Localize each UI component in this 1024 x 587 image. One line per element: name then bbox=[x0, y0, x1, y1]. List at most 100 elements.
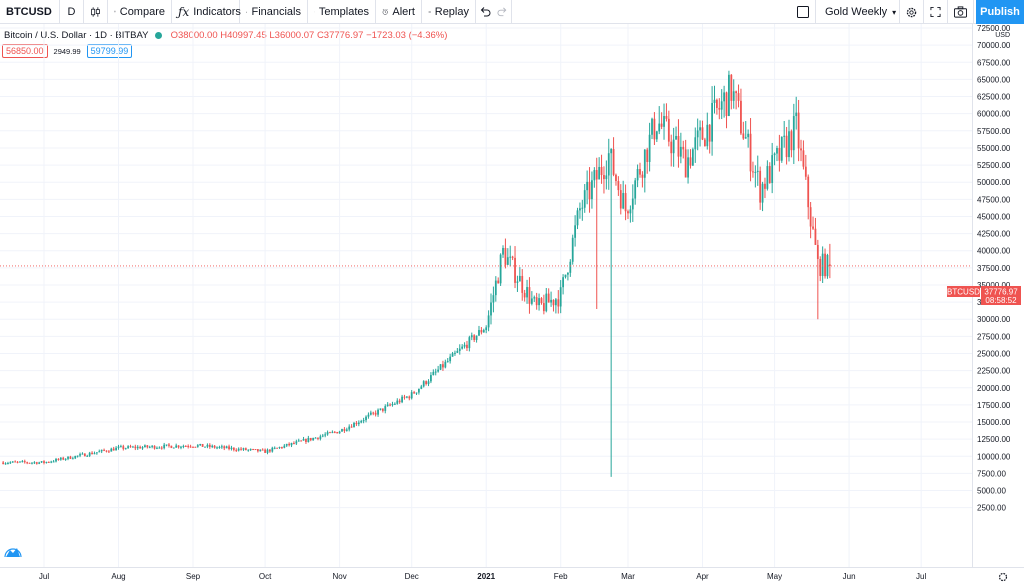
candle-body bbox=[776, 147, 778, 154]
candle-body bbox=[538, 298, 540, 306]
chart-settings-button[interactable] bbox=[998, 572, 1008, 582]
candle-body bbox=[485, 327, 488, 331]
candle-body bbox=[759, 170, 762, 203]
market-status-dot bbox=[154, 31, 162, 39]
candle-body bbox=[192, 446, 194, 448]
fullscreen-layout-button[interactable] bbox=[790, 0, 816, 24]
templates-button[interactable]: Templates bbox=[308, 0, 376, 24]
candle-body bbox=[134, 446, 137, 449]
time-axis[interactable]: Jul Aug Sep Oct Nov Dec 2021 Feb Mar Apr May Jun Jul bbox=[39, 572, 927, 581]
candle-body bbox=[345, 429, 348, 431]
price-chart[interactable]: 72500.00 70000.00 67500.00 65000.00 62500.00… bbox=[0, 24, 1024, 587]
candle-body bbox=[730, 74, 733, 101]
symbol-title[interactable]: Bitcoin / U.S. Dollar · 1D · BITBAY bbox=[4, 30, 149, 41]
candle-body bbox=[353, 422, 355, 428]
candle-body bbox=[442, 364, 444, 368]
candle-body bbox=[187, 445, 190, 447]
candle-body bbox=[377, 409, 379, 415]
candle-body bbox=[473, 335, 476, 340]
chevron-down-icon: ▾ bbox=[892, 7, 897, 17]
candle-body bbox=[720, 101, 723, 110]
rewind-icon bbox=[428, 10, 431, 13]
candle-body bbox=[466, 344, 468, 349]
candle-body bbox=[636, 169, 639, 181]
candle-body bbox=[240, 448, 242, 450]
candle-body bbox=[418, 388, 420, 393]
candle-body bbox=[812, 226, 814, 229]
candle-body bbox=[468, 337, 471, 349]
sell-button[interactable]: 56850.00 bbox=[2, 44, 48, 58]
candle-body bbox=[105, 450, 108, 452]
price-axis[interactable]: 72500.00 70000.00 67500.00 65000.00 62500.00… bbox=[977, 24, 1011, 513]
candle-body bbox=[655, 131, 658, 140]
chart-type-button[interactable] bbox=[84, 0, 108, 24]
candle-body bbox=[744, 137, 747, 139]
candle-body bbox=[713, 99, 716, 103]
candle-body bbox=[454, 352, 456, 354]
publish-button[interactable]: Publish bbox=[976, 0, 1024, 24]
price-tick-label: 12500.00 bbox=[977, 435, 1011, 444]
candle-body bbox=[98, 451, 101, 453]
candle-body bbox=[9, 462, 12, 464]
candle-body bbox=[439, 364, 442, 370]
candle-body bbox=[182, 445, 185, 447]
candle-body bbox=[667, 118, 670, 142]
time-tick-label: Jul bbox=[39, 572, 49, 581]
candle-body bbox=[449, 356, 452, 362]
candle-body bbox=[281, 447, 283, 449]
financials-button[interactable]: Financials bbox=[240, 0, 308, 24]
alert-button[interactable]: Alert bbox=[376, 0, 422, 24]
candle-body bbox=[800, 148, 802, 151]
candle-body bbox=[824, 253, 826, 277]
candle-body bbox=[819, 258, 822, 276]
candle-body bbox=[228, 446, 230, 450]
chart-legend: Bitcoin / U.S. Dollar · 1D · BITBAY O380… bbox=[4, 30, 447, 41]
candle-body bbox=[456, 350, 459, 353]
candle-body bbox=[199, 443, 202, 446]
layout-menu-button[interactable]: Gold Weekly ▾ bbox=[816, 0, 900, 24]
candle-body bbox=[809, 207, 812, 227]
snapshot-button[interactable] bbox=[948, 0, 974, 24]
replay-label: Replay bbox=[434, 5, 469, 18]
buy-button[interactable]: 59799.99 bbox=[86, 44, 133, 58]
tradingview-logo[interactable] bbox=[4, 545, 22, 559]
interval-button[interactable]: D bbox=[60, 0, 84, 24]
fullscreen-button[interactable] bbox=[924, 0, 948, 24]
indicators-button[interactable]: ƒx Indicators bbox=[172, 0, 241, 24]
candle-body bbox=[490, 302, 492, 316]
candle-body bbox=[168, 444, 170, 446]
redo-button[interactable] bbox=[494, 0, 512, 24]
price-tick-label: 20000.00 bbox=[977, 384, 1011, 393]
compare-button[interactable]: Compare bbox=[108, 0, 172, 24]
candle-body bbox=[261, 449, 264, 451]
candle-body bbox=[444, 361, 447, 368]
candle-body bbox=[67, 456, 69, 459]
candle-body bbox=[180, 446, 182, 448]
candle-body bbox=[773, 153, 776, 156]
candle-body bbox=[266, 449, 269, 453]
candle-body bbox=[540, 298, 543, 304]
candle-body bbox=[194, 446, 197, 448]
undo-button[interactable] bbox=[476, 0, 494, 24]
candle-body bbox=[283, 445, 286, 448]
candle-body bbox=[324, 434, 327, 436]
candle-body bbox=[33, 462, 36, 464]
candle-body bbox=[172, 447, 175, 449]
candle-body bbox=[607, 153, 610, 176]
symbol-search-button[interactable]: BTCUSD bbox=[0, 0, 60, 24]
candle-body bbox=[273, 447, 276, 449]
price-tick-label: 55000.00 bbox=[977, 144, 1011, 153]
candle-body bbox=[4, 463, 7, 465]
candle-body bbox=[136, 446, 139, 449]
settings-button[interactable] bbox=[900, 0, 924, 24]
replay-button[interactable]: Replay bbox=[422, 0, 476, 24]
candle-body bbox=[523, 292, 526, 298]
candle-body bbox=[783, 135, 786, 137]
price-tick-label: 42500.00 bbox=[977, 230, 1011, 239]
candle-body bbox=[752, 171, 754, 173]
candle-body bbox=[807, 176, 810, 208]
price-tick-label: 47500.00 bbox=[977, 195, 1011, 204]
candle-body bbox=[360, 420, 363, 423]
candle-body bbox=[802, 150, 805, 167]
candle-body bbox=[581, 207, 584, 209]
